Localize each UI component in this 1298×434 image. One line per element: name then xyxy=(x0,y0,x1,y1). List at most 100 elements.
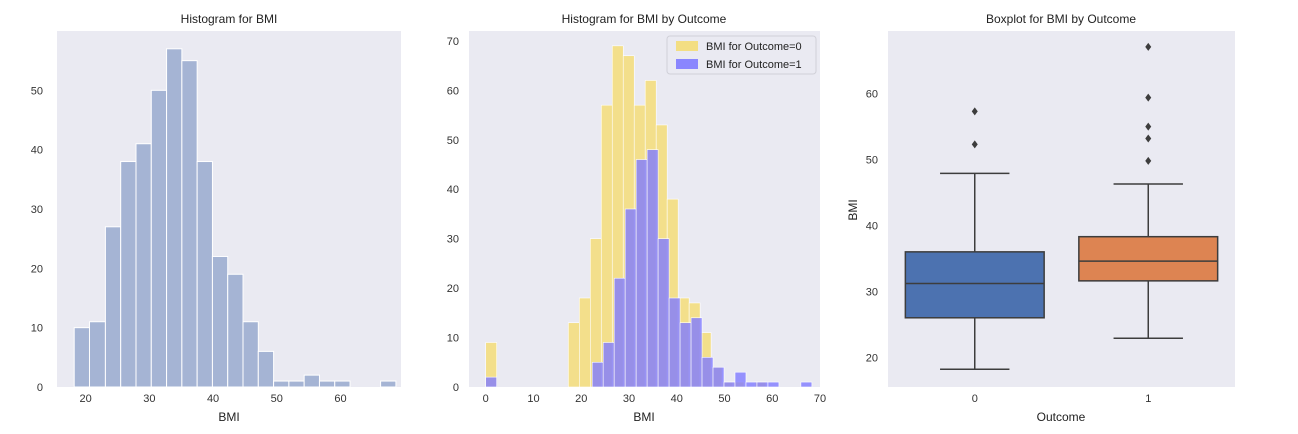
y-tick-label: 30 xyxy=(447,234,459,246)
x-tick-label: 40 xyxy=(671,393,683,405)
y-tick-label: 20 xyxy=(31,263,43,275)
histogram-bar xyxy=(88,321,106,388)
histogram-panel: Histogram for BMI BMI 20 30 40 50 60 0 10 20 30… xyxy=(31,12,401,424)
outlier-point xyxy=(971,140,978,149)
histogram-title: Histogram for BMI xyxy=(181,12,278,26)
y-tick-label: 50 xyxy=(866,155,878,167)
outcome1-bar xyxy=(723,381,736,388)
y-tick-label: 20 xyxy=(447,283,459,295)
histogram-bar xyxy=(196,161,213,388)
x-tick-label: 0 xyxy=(972,393,978,405)
outcome0-bar xyxy=(568,322,580,388)
outcome1-bar xyxy=(745,381,758,388)
outcome1-bar xyxy=(701,357,714,388)
histogram-bar xyxy=(334,380,351,388)
box-iqr xyxy=(904,251,1045,319)
outcome1-bar xyxy=(734,371,747,388)
outcome-histogram-title: Histogram for BMI by Outcome xyxy=(562,12,727,26)
y-tick-label: 30 xyxy=(866,286,878,298)
histogram-bar xyxy=(181,60,198,388)
histogram-bar xyxy=(211,255,229,388)
legend-label-outcome0: BMI for Outcome=0 xyxy=(706,41,802,53)
y-tick-label: 30 xyxy=(31,204,43,216)
boxplot-title: Boxplot for BMI by Outcome xyxy=(986,12,1136,26)
outcome1-bar xyxy=(690,317,703,388)
outlier-point xyxy=(1145,122,1152,131)
outcome-histogram-panel: Histogram for BMI by Outcome BMI 0 10 20 30… xyxy=(447,12,826,424)
y-tick-label: 20 xyxy=(866,352,878,364)
boxplot-y-ticks: 20 30 40 50 60 xyxy=(866,89,878,365)
y-tick-label: 60 xyxy=(866,89,878,101)
histogram-bar xyxy=(166,48,183,388)
outcome-histogram-xlabel: BMI xyxy=(633,410,654,424)
histogram-bar xyxy=(227,273,244,388)
x-tick-label: 50 xyxy=(718,393,730,405)
outcome1-bar xyxy=(756,381,769,388)
outcome1-bar xyxy=(613,277,626,388)
x-tick-label: 30 xyxy=(143,393,155,405)
y-tick-label: 0 xyxy=(37,382,43,394)
x-tick-label: 20 xyxy=(80,393,92,405)
outcome1-bar xyxy=(602,342,615,388)
outcome1-bar xyxy=(646,149,659,388)
y-tick-label: 40 xyxy=(447,184,459,196)
histogram-x-ticks: 20 30 40 50 60 xyxy=(80,393,347,405)
x-tick-label: 40 xyxy=(207,393,219,405)
outcome1-bar xyxy=(591,361,604,388)
histogram-bar xyxy=(257,350,275,388)
y-tick-label: 50 xyxy=(31,85,43,97)
outlier-point xyxy=(1145,42,1152,51)
x-tick-label: 60 xyxy=(766,393,778,405)
outcome1-bar xyxy=(800,381,813,388)
outcome1-bar xyxy=(712,366,725,388)
histogram-bar xyxy=(104,226,122,388)
x-tick-label: 1 xyxy=(1145,393,1151,405)
outlier-point xyxy=(1145,93,1152,102)
legend-label-outcome1: BMI for Outcome=1 xyxy=(706,59,802,71)
y-tick-label: 60 xyxy=(447,85,459,97)
histogram-bar xyxy=(150,89,168,388)
y-tick-label: 40 xyxy=(31,145,43,157)
boxplot-ylabel: BMI xyxy=(846,199,860,220)
outcome-histogram-x-ticks: 0 10 20 30 40 50 60 70 xyxy=(483,393,826,405)
histogram-bar xyxy=(318,380,336,388)
boxplot-boxes xyxy=(904,42,1219,370)
y-tick-label: 10 xyxy=(447,333,459,345)
histogram-bar xyxy=(242,321,259,388)
outlier-point xyxy=(1145,134,1152,143)
x-tick-label: 10 xyxy=(527,393,539,405)
histogram-bar xyxy=(380,380,397,388)
histogram-bars xyxy=(73,48,397,388)
x-tick-label: 0 xyxy=(483,393,489,405)
x-tick-label: 70 xyxy=(814,393,826,405)
outcome1-bar xyxy=(485,376,497,388)
outlier-point xyxy=(1145,156,1152,165)
histogram-xlabel: BMI xyxy=(218,410,239,424)
legend-box xyxy=(666,35,817,75)
outcome1-bar xyxy=(635,159,648,388)
y-tick-label: 0 xyxy=(453,382,459,394)
outcome1-bar xyxy=(679,322,692,388)
outcome1-bar xyxy=(767,381,780,388)
histogram-bar xyxy=(303,374,320,388)
histogram-y-ticks: 0 10 20 30 40 50 xyxy=(31,85,43,394)
boxplot-plot-area xyxy=(888,31,1235,387)
x-tick-label: 20 xyxy=(575,393,587,405)
histogram-bar xyxy=(120,161,137,388)
legend-swatch-outcome0 xyxy=(676,41,698,51)
outlier-point xyxy=(971,107,978,116)
outcome0-bar xyxy=(579,297,591,388)
y-tick-label: 10 xyxy=(31,323,43,335)
box-iqr xyxy=(1078,235,1219,282)
outcome-histogram-y-ticks: 0 10 20 30 40 50 60 70 xyxy=(447,36,459,394)
legend-swatch-outcome1 xyxy=(676,59,698,69)
histogram-bar xyxy=(135,143,152,388)
x-tick-label: 50 xyxy=(271,393,283,405)
y-tick-label: 40 xyxy=(866,220,878,232)
legend: BMI for Outcome=0 BMI for Outcome=1 xyxy=(666,35,817,75)
boxplot-panel: Boxplot for BMI by Outcome Outcome BMI 0… xyxy=(846,12,1235,424)
outcome1-bar xyxy=(668,297,681,388)
x-tick-label: 30 xyxy=(623,393,635,405)
